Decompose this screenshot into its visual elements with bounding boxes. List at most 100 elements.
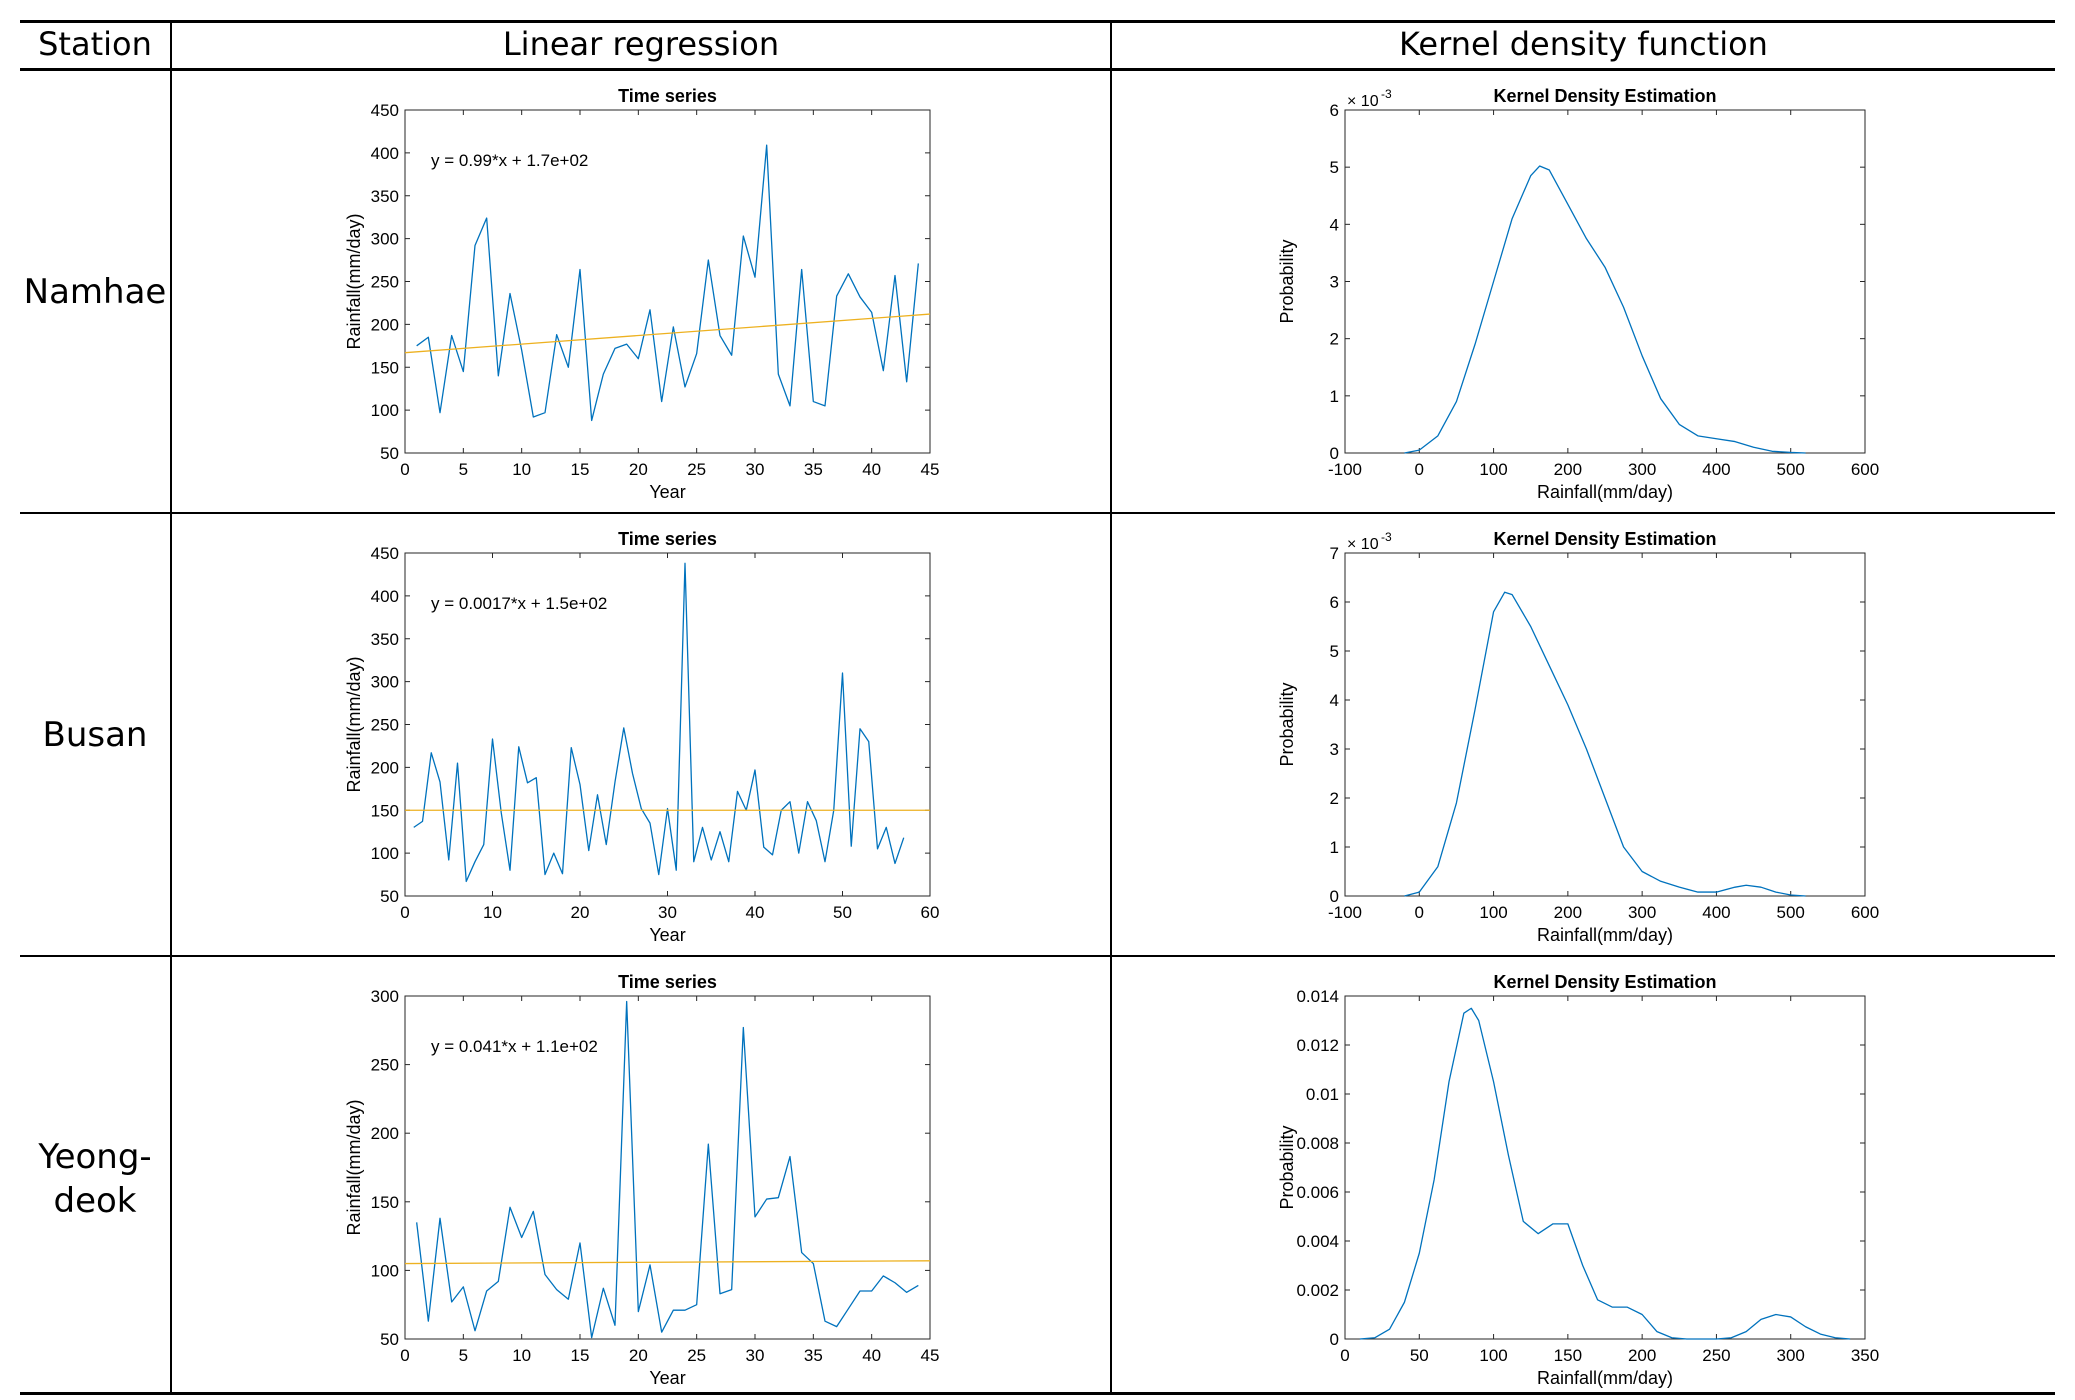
trend-line	[404, 1260, 931, 1265]
y-tick-label: 0	[1330, 444, 1339, 463]
y-tick-label: 6	[1330, 593, 1339, 612]
regression-equation: y = 0.99*x + 1.7e+02	[431, 151, 588, 170]
x-tick-label: 10	[512, 460, 531, 479]
y-axis-label: Rainfall(mm/day)	[344, 1099, 364, 1235]
y-tick-label: 6	[1330, 101, 1339, 120]
axis-multiplier: × 10	[1347, 536, 1379, 553]
x-tick-label: 5	[459, 460, 468, 479]
x-tick-label: 300	[1628, 903, 1656, 922]
y-tick-label: 100	[371, 401, 399, 420]
y-tick-label: 400	[371, 144, 399, 163]
x-tick-label: 20	[571, 903, 590, 922]
regression-equation: y = 0.0017*x + 1.5e+02	[431, 594, 607, 613]
x-tick-label: 20	[629, 460, 648, 479]
x-axis-label: Rainfall(mm/day)	[1537, 1368, 1673, 1388]
plot-axes-box	[1344, 109, 1866, 454]
y-tick-label: 400	[371, 587, 399, 606]
y-tick-label: 300	[371, 673, 399, 692]
y-tick-label: 0.014	[1296, 987, 1339, 1006]
x-tick-label: 0	[400, 460, 409, 479]
table-col-divider-2	[1110, 20, 1112, 1395]
x-tick-label: 45	[921, 1346, 940, 1365]
x-tick-label: 30	[746, 460, 765, 479]
chart-title: Time series	[618, 529, 717, 549]
y-tick-label: 300	[371, 230, 399, 249]
x-tick-label: 0	[1415, 460, 1424, 479]
y-tick-label: 3	[1330, 740, 1339, 759]
density-curve	[1404, 591, 1806, 897]
x-tick-label: 500	[1777, 460, 1805, 479]
y-tick-label: 2	[1330, 330, 1339, 349]
y-tick-label: 0	[1330, 887, 1339, 906]
x-tick-label: 300	[1628, 460, 1656, 479]
y-tick-label: 100	[371, 844, 399, 863]
y-tick-label: 150	[371, 358, 399, 377]
x-tick-label: 25	[687, 1346, 706, 1365]
y-tick-label: 200	[371, 315, 399, 334]
y-axis-label: Rainfall(mm/day)	[344, 213, 364, 349]
x-tick-label: 250	[1702, 1346, 1730, 1365]
trend-line	[404, 313, 931, 354]
y-tick-label: 3	[1330, 273, 1339, 292]
x-tick-label: 0	[1415, 903, 1424, 922]
busan-kde-chart: Kernel Density Estimation-100 0 100 200 300 4…	[1277, 529, 1879, 945]
y-tick-label: 250	[371, 1056, 399, 1075]
x-tick-label: 100	[1479, 460, 1507, 479]
chart-title: Kernel Density Estimation	[1493, 86, 1716, 106]
x-tick-label: 40	[862, 460, 881, 479]
y-tick-label: 100	[371, 1261, 399, 1280]
y-tick-label: 2	[1330, 789, 1339, 808]
x-tick-label: 5	[459, 1346, 468, 1365]
table-row-rule-2	[20, 955, 2055, 957]
density-curve	[1359, 1007, 1851, 1340]
y-tick-label: 50	[380, 887, 399, 906]
yeongdeok-kde-chart: Kernel Density Estimation 0 50 100 150 200 250…	[1277, 972, 1879, 1388]
x-tick-label: 150	[1554, 1346, 1582, 1365]
y-tick-label: 50	[380, 444, 399, 463]
y-tick-label: 0.006	[1296, 1183, 1339, 1202]
chart-title: Time series	[618, 972, 717, 992]
x-tick-label: 50	[833, 903, 852, 922]
rainfall-series-line	[416, 144, 919, 422]
y-tick-label: 450	[371, 101, 399, 120]
x-tick-label: 200	[1554, 460, 1582, 479]
x-tick-label: 400	[1702, 460, 1730, 479]
x-tick-label: 0	[400, 903, 409, 922]
busan-time-series-chart: Time series 0 10 20 30 40 50 60 50 100 150 200 250 30…	[344, 529, 939, 945]
x-tick-label: 0	[1340, 1346, 1349, 1365]
station-busan: Busan	[42, 714, 148, 755]
y-tick-label: 1	[1330, 387, 1339, 406]
x-tick-label: -100	[1328, 460, 1362, 479]
chart-title: Kernel Density Estimation	[1493, 529, 1716, 549]
y-tick-label: 150	[371, 801, 399, 820]
y-tick-label: 5	[1330, 158, 1339, 177]
y-tick-label: 350	[371, 187, 399, 206]
x-tick-label: 45	[921, 460, 940, 479]
y-tick-label: 300	[371, 987, 399, 1006]
axis-multiplier: × 10	[1347, 93, 1379, 110]
x-tick-label: 15	[571, 460, 590, 479]
y-tick-label: 5	[1330, 642, 1339, 661]
y-tick-label: 7	[1330, 544, 1339, 563]
x-tick-label: 40	[746, 903, 765, 922]
x-tick-label: 35	[804, 1346, 823, 1365]
y-tick-label: 450	[371, 544, 399, 563]
namhae-time-series-chart: Time series 0 5 10 15 20 25 30 35 40 45 50 100 150 200…	[344, 86, 940, 502]
table-top-rule	[20, 20, 2055, 23]
y-tick-label: 1	[1330, 838, 1339, 857]
y-tick-label: 150	[371, 1193, 399, 1212]
x-tick-label: 100	[1479, 1346, 1507, 1365]
x-tick-label: 30	[746, 1346, 765, 1365]
y-tick-label: 0.002	[1296, 1281, 1339, 1300]
chart-title: Time series	[618, 86, 717, 106]
y-tick-label: 250	[371, 716, 399, 735]
x-tick-label: 500	[1777, 903, 1805, 922]
x-tick-label: -100	[1328, 903, 1362, 922]
x-tick-label: 200	[1554, 903, 1582, 922]
x-tick-label: 600	[1851, 903, 1879, 922]
y-tick-label: 200	[371, 1124, 399, 1143]
y-tick-label: 50	[380, 1330, 399, 1349]
namhae-kde-chart: Kernel Density Estimation-100 0 100 200 300 4…	[1277, 86, 1879, 502]
x-tick-label: 25	[687, 460, 706, 479]
station-namhae: Namhae	[23, 271, 167, 312]
